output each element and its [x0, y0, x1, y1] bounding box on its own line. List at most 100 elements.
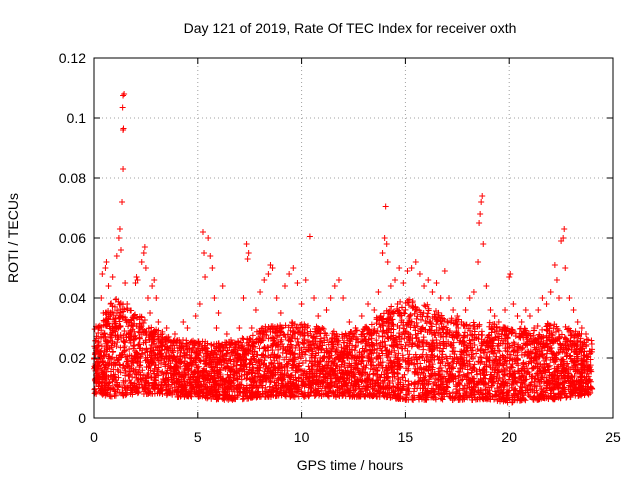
data-point — [347, 352, 354, 359]
data-point — [171, 365, 178, 372]
data-point — [499, 326, 506, 333]
data-point — [405, 302, 412, 309]
data-point — [271, 379, 278, 386]
data-point — [530, 364, 537, 371]
data-point — [331, 391, 338, 398]
data-point — [358, 378, 365, 385]
data-point — [439, 367, 446, 374]
data-point — [506, 351, 513, 358]
data-point — [355, 335, 362, 342]
data-point — [535, 346, 542, 353]
data-point — [388, 303, 395, 310]
data-point — [572, 333, 579, 340]
data-point — [265, 344, 272, 351]
data-point — [137, 359, 144, 366]
data-point — [373, 364, 380, 371]
data-point — [260, 345, 267, 352]
data-point — [243, 356, 250, 363]
data-point — [438, 395, 445, 402]
data-point — [365, 336, 372, 343]
data-point — [361, 393, 368, 400]
data-point — [389, 321, 396, 328]
data-point — [277, 343, 284, 350]
data-point — [525, 369, 532, 376]
data-point — [319, 342, 326, 349]
data-point — [550, 386, 557, 393]
data-point — [480, 349, 487, 356]
data-point — [320, 391, 327, 398]
data-point — [219, 353, 226, 360]
data-point — [230, 348, 237, 355]
data-point — [457, 362, 464, 369]
data-point — [402, 306, 409, 313]
data-point — [412, 331, 419, 338]
data-point — [225, 374, 232, 381]
data-point — [380, 386, 387, 393]
data-point — [149, 337, 156, 344]
data-point — [377, 374, 384, 381]
data-point — [148, 348, 155, 355]
data-point — [128, 322, 135, 329]
data-point — [396, 338, 403, 345]
data-point — [204, 394, 211, 401]
data-point — [123, 391, 130, 398]
data-point — [407, 312, 414, 319]
data-point — [507, 355, 514, 362]
chart-title: Day 121 of 2019, Rate Of TEC Index for r… — [184, 20, 517, 36]
data-point — [255, 339, 262, 346]
data-point — [558, 357, 565, 364]
data-point — [379, 333, 386, 340]
data-point — [98, 343, 105, 350]
data-point — [469, 336, 476, 343]
data-point — [423, 396, 430, 403]
data-point — [309, 380, 316, 387]
data-point — [270, 363, 277, 370]
data-point — [107, 355, 114, 362]
data-point — [226, 357, 233, 364]
data-point — [450, 320, 457, 327]
data-point — [404, 367, 411, 374]
data-point — [227, 356, 234, 363]
data-point — [490, 379, 497, 386]
data-point — [332, 365, 339, 372]
data-point — [422, 303, 429, 310]
data-point — [94, 344, 101, 351]
data-point — [360, 326, 367, 333]
data-point — [410, 388, 417, 395]
data-point — [518, 384, 525, 391]
data-point — [91, 326, 98, 333]
data-point — [238, 376, 245, 383]
data-point — [469, 355, 476, 362]
data-point — [128, 322, 135, 329]
data-point — [169, 347, 176, 354]
data-point — [414, 323, 421, 330]
data-point — [277, 371, 284, 378]
data-point — [429, 337, 436, 344]
data-point — [125, 385, 132, 392]
data-point — [161, 359, 168, 366]
data-point — [285, 358, 292, 365]
data-point — [315, 325, 322, 332]
data-point — [428, 351, 435, 358]
data-point — [237, 381, 244, 388]
data-point — [116, 301, 123, 308]
data-point — [154, 390, 161, 397]
data-point — [440, 338, 447, 345]
data-point — [405, 385, 412, 392]
data-point — [403, 394, 410, 401]
data-point — [456, 387, 463, 394]
data-point — [420, 385, 427, 392]
data-point — [418, 353, 425, 360]
data-point — [521, 368, 528, 375]
data-point — [504, 344, 511, 351]
data-point — [529, 375, 536, 382]
data-point — [373, 337, 380, 344]
data-point — [131, 382, 138, 389]
data-point — [183, 340, 190, 347]
data-point — [110, 348, 117, 355]
data-point — [142, 386, 149, 393]
data-point — [469, 367, 476, 374]
data-point — [278, 336, 285, 343]
data-point — [567, 338, 574, 345]
data-point — [390, 343, 397, 350]
